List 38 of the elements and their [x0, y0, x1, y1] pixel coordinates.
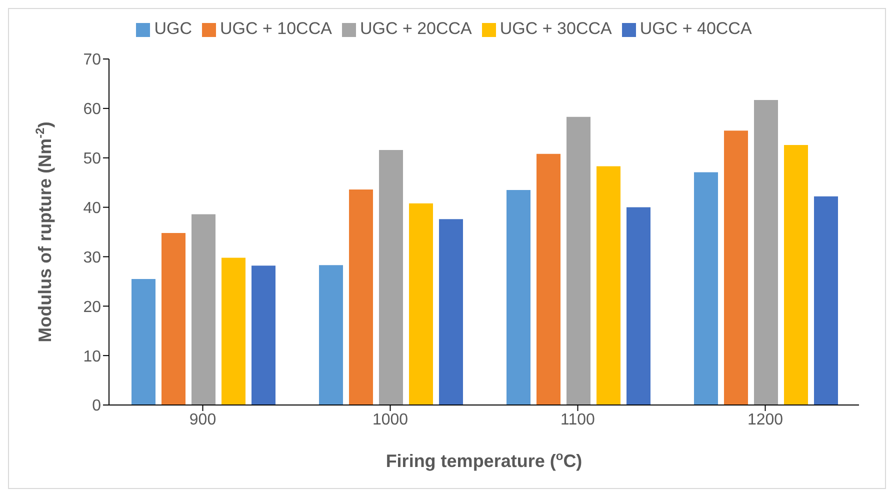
bar	[319, 265, 343, 405]
y-tick-label: 20	[83, 298, 102, 316]
y-tick-label: 70	[83, 52, 102, 69]
y-tick-label: 0	[92, 398, 102, 415]
y-tick-label: 10	[83, 348, 102, 366]
bar	[626, 207, 650, 405]
bar	[784, 145, 808, 405]
legend-label: UGC	[154, 19, 192, 38]
bar	[439, 219, 463, 405]
bar	[814, 196, 838, 405]
legend-label: UGC + 40CCA	[640, 19, 752, 38]
x-tick-label: 1100	[560, 411, 596, 428]
bar	[162, 232, 186, 405]
bar	[566, 116, 590, 405]
bar	[379, 150, 403, 405]
legend-label: UGC + 30CCA	[500, 19, 612, 38]
y-tick-label: 50	[83, 150, 102, 168]
bar	[409, 203, 433, 405]
y-tick-label: 60	[83, 101, 102, 118]
bar	[349, 189, 373, 405]
x-tick-label: 1200	[747, 411, 784, 428]
y-tick-label: 40	[83, 200, 102, 217]
bar	[754, 100, 778, 405]
bar	[506, 190, 530, 405]
legend-label: UGC + 20CCA	[360, 19, 472, 38]
x-tick-label: 900	[189, 411, 216, 428]
bar	[694, 172, 718, 405]
bar	[724, 130, 748, 405]
bar	[596, 166, 620, 405]
bar	[192, 214, 216, 405]
x-tick-label: 1000	[372, 411, 408, 428]
bar	[252, 266, 276, 405]
y-tick-label: 30	[83, 249, 102, 266]
x-axis-title: Firing temperature ($^{o}$C)	[386, 449, 582, 471]
bar	[132, 278, 156, 405]
bar	[222, 258, 246, 405]
bar	[536, 154, 560, 405]
legend-label: UGC + 10CCA	[220, 19, 332, 38]
